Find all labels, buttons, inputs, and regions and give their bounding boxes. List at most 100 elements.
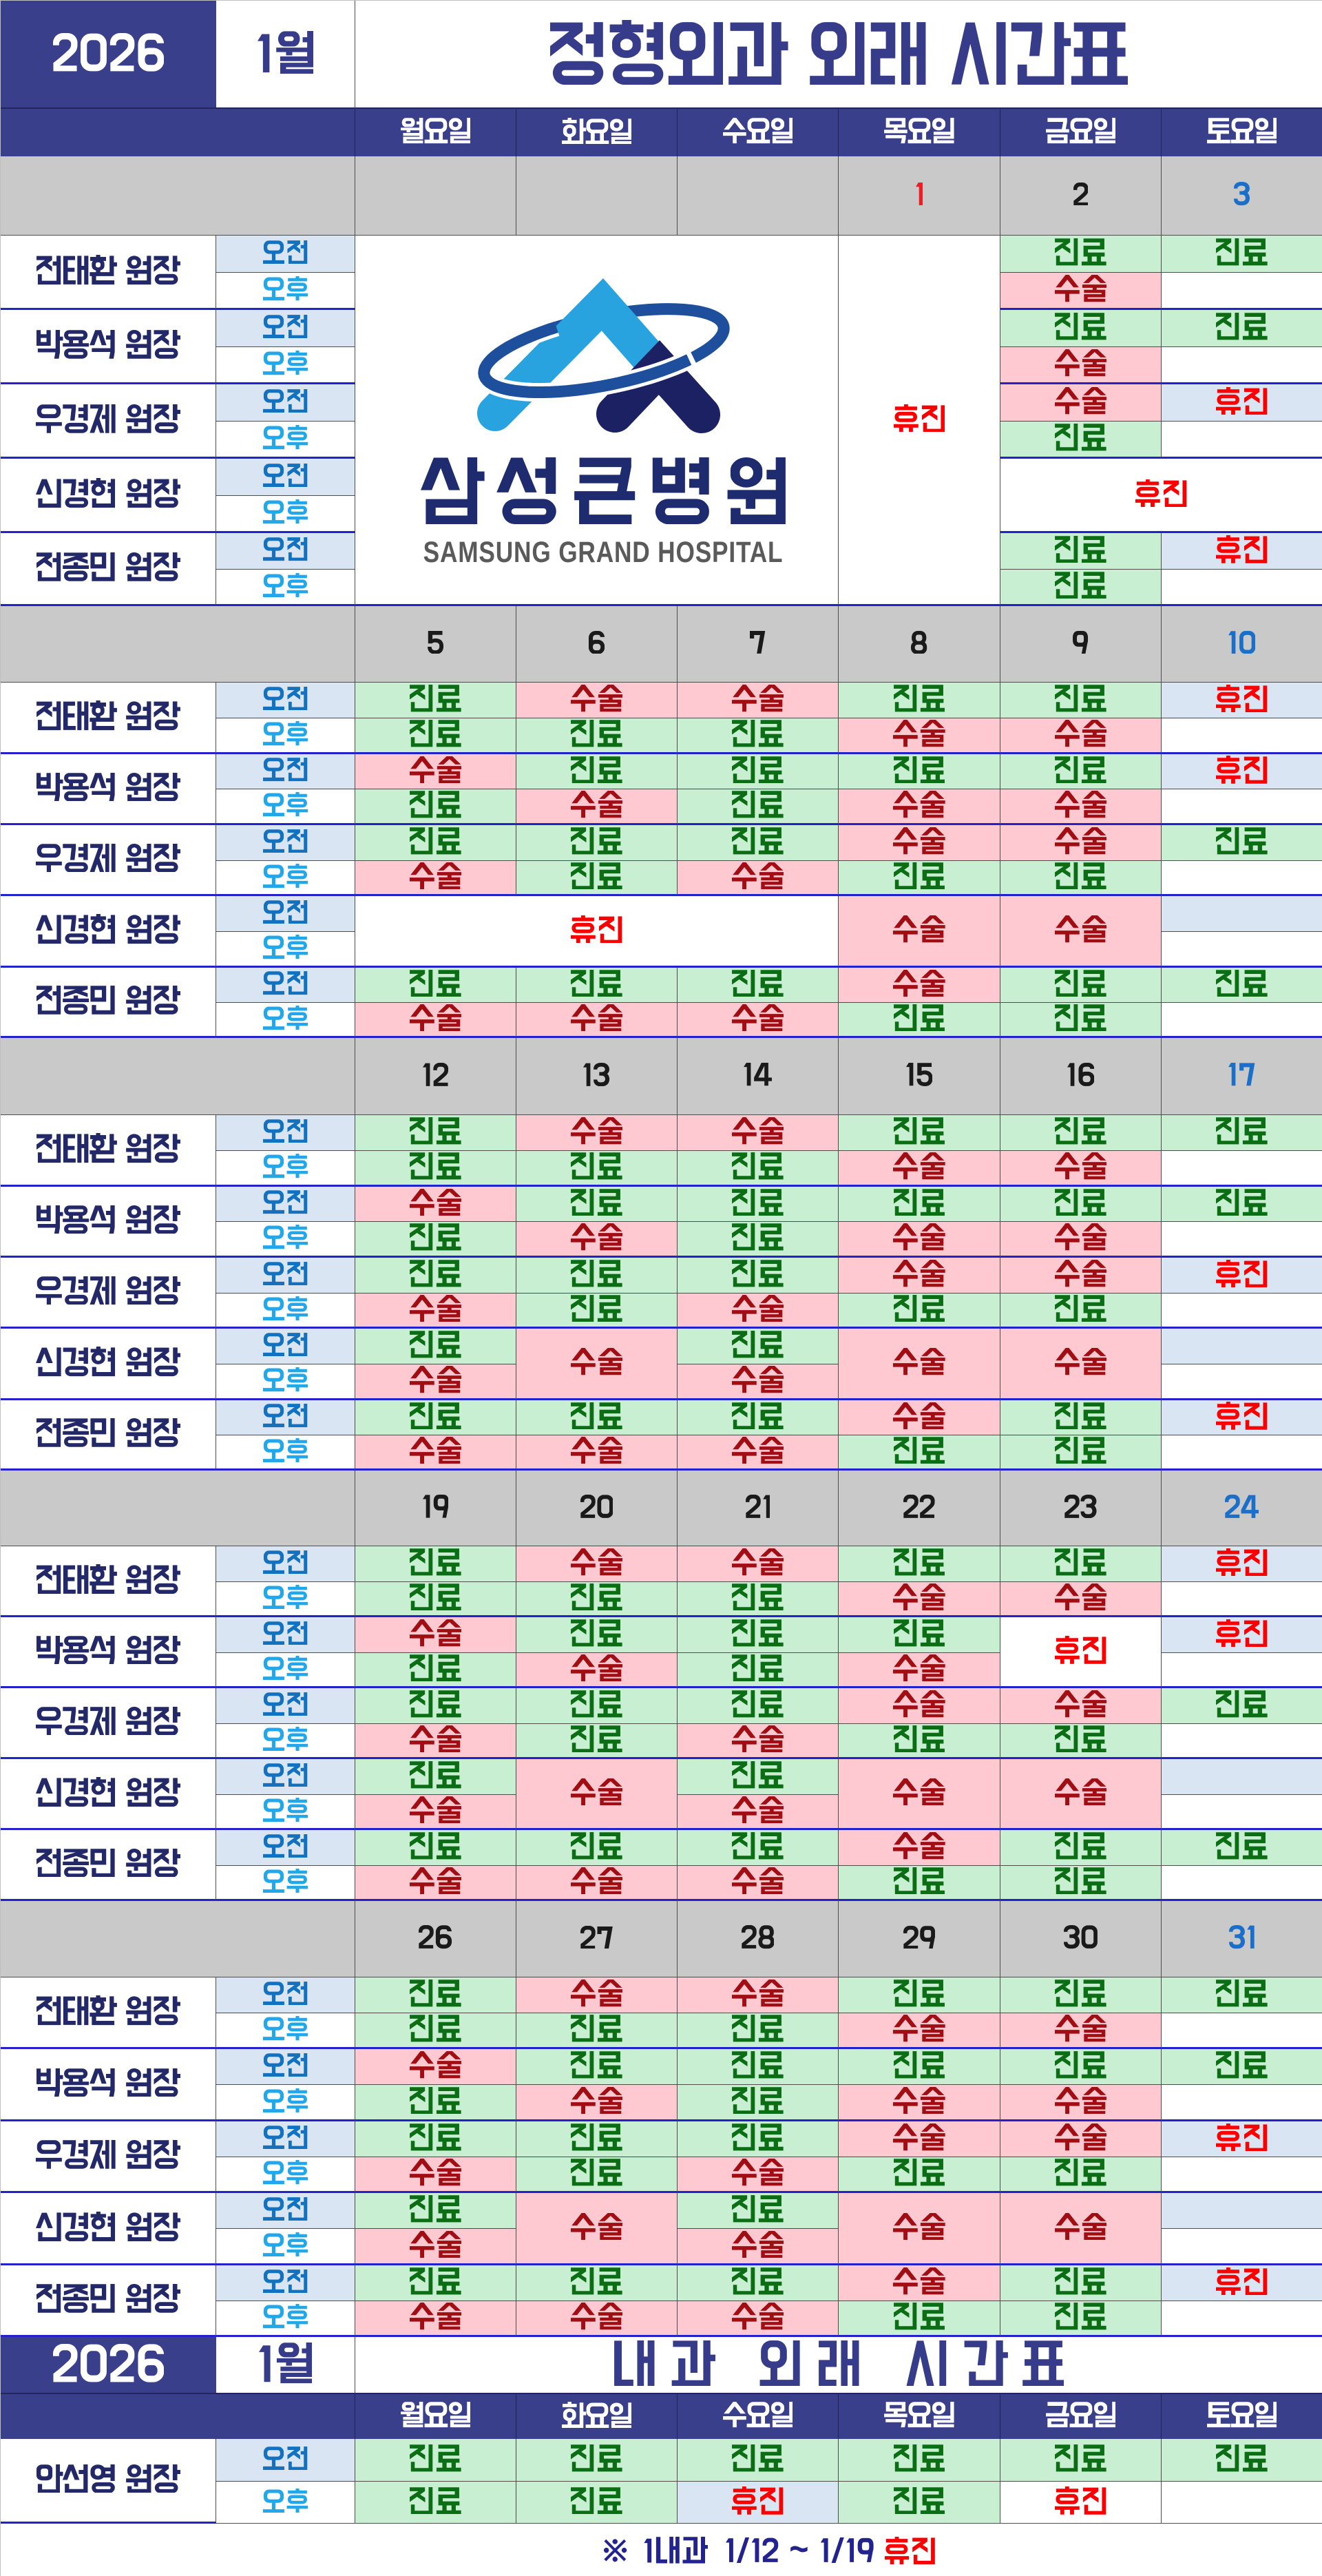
schedule-cell: [1162, 1795, 1322, 1830]
text-glyphs: [262, 1797, 308, 1822]
text-glyphs: [604, 2537, 709, 2564]
text-glyphs: [732, 2267, 784, 2295]
text-glyphs: [1054, 1348, 1107, 1375]
text-glyphs: [732, 1619, 784, 1647]
schedule-cell: [1000, 1546, 1162, 1582]
doctor-am-row: SAMSUNG GRAND HOSPITAL: [1, 236, 1322, 606]
text-glyphs: [1135, 479, 1187, 508]
text-glyphs: [36, 1564, 180, 1595]
schedule-cell: [516, 2157, 678, 2193]
text-glyphs: [410, 1402, 461, 1430]
text-glyphs: [1055, 313, 1106, 340]
schedule-cell: [839, 2121, 1000, 2157]
pm-cell: [216, 347, 355, 384]
text-glyphs: [410, 2195, 461, 2223]
text-glyphs: [1216, 238, 1268, 266]
doctor-am-row: [1, 754, 1322, 825]
text-glyphs: [893, 2015, 945, 2042]
doctor-pm-row: [1, 1866, 1322, 1901]
schedule-cell: [516, 1003, 678, 1038]
footnote-period: [726, 2537, 874, 2564]
text-glyphs: [732, 1402, 784, 1430]
day-header-5: [1162, 2394, 1322, 2439]
schedule-cell: [1162, 422, 1322, 459]
text-glyphs: [263, 388, 308, 413]
text-glyphs: [893, 1867, 945, 1895]
text-glyphs: [263, 537, 308, 561]
schedule-cell: [1162, 1617, 1322, 1653]
text-glyphs: [731, 2303, 784, 2330]
schedule-cell: [1000, 1329, 1162, 1400]
schedule-cell: [355, 968, 516, 1003]
schedule-cell: [839, 861, 1000, 896]
schedule-cell: [1162, 2482, 1322, 2524]
text-glyphs: [1216, 827, 1268, 855]
text-glyphs: [263, 2053, 308, 2077]
text-glyphs: [893, 1725, 945, 1753]
text-glyphs: [410, 685, 461, 712]
text-glyphs: [35, 843, 181, 873]
schedule-cell: [839, 1759, 1000, 1830]
schedule-cell: [1000, 718, 1162, 754]
text-glyphs: [893, 1117, 945, 1145]
logo-english-name: SAMSUNG GRAND HOSPITAL: [423, 536, 783, 569]
schedule-cell: [516, 1830, 678, 1866]
text-glyphs: [893, 1548, 945, 1576]
day-header-1: [516, 2394, 678, 2439]
doctor-name-cell: [1, 459, 216, 533]
schedule-cell: [1000, 533, 1162, 570]
schedule-cell: [839, 2013, 1000, 2049]
text-glyphs: [263, 1763, 308, 1787]
text-glyphs: [1216, 2051, 1268, 2079]
schedule-cell: [678, 1258, 839, 1294]
schedule-cell: [516, 1866, 678, 1901]
doctor-am-row: [1, 683, 1322, 754]
text-glyphs: [732, 827, 784, 855]
doctor-am-row: [1, 1688, 1322, 1759]
text-glyphs: [893, 2212, 945, 2241]
doctor-am-row: [1, 825, 1322, 896]
text-glyphs: [1216, 1548, 1268, 1577]
text-glyphs: [263, 2446, 308, 2471]
text-glyphs: [262, 792, 308, 817]
text-glyphs: [35, 2140, 181, 2169]
schedule-cell: [678, 1724, 839, 1759]
schedule-cell: [1162, 2229, 1322, 2265]
schedule-cell: [1000, 1115, 1162, 1151]
schedule-cell: [678, 2229, 839, 2265]
text-glyphs: [583, 1062, 610, 1087]
text-glyphs: [1054, 349, 1107, 377]
date-cell-2: [678, 1901, 839, 1977]
schedule-cell: [678, 718, 839, 754]
schedule-cell: [839, 1977, 1000, 2013]
text-glyphs: [570, 1117, 623, 1145]
text-glyphs: [731, 1980, 784, 2007]
date-cell-4: [1000, 1038, 1162, 1115]
schedule-cell: [678, 1866, 839, 1901]
text-glyphs: [427, 630, 444, 654]
text-glyphs: [1055, 571, 1106, 599]
schedule-cell: [516, 2482, 678, 2524]
am-cell: [216, 236, 355, 273]
text-glyphs: [893, 969, 945, 997]
pm-cell: [216, 2482, 355, 2524]
text-glyphs: [570, 1436, 623, 1464]
text-glyphs: [893, 1583, 945, 1611]
schedule-cell: [1162, 1115, 1322, 1151]
text-glyphs: [732, 2015, 784, 2042]
text-glyphs: [409, 1725, 462, 1753]
schedule-cell: [1000, 1977, 1162, 2013]
date-cell-3: [839, 156, 1000, 236]
text-glyphs: [263, 829, 308, 853]
schedule-cell: [1000, 384, 1162, 422]
section-title-cell: [355, 1, 1322, 109]
text-glyphs: [731, 1004, 784, 1032]
doctor-am-row: [1, 1830, 1322, 1901]
schedule-cell: [516, 1653, 678, 1688]
text-glyphs: [571, 1402, 622, 1430]
text-glyphs: [732, 2086, 784, 2115]
schedule-cell: [516, 2049, 678, 2085]
text-glyphs: [571, 1188, 622, 1216]
text-glyphs: [1055, 969, 1106, 997]
text-glyphs: [410, 1761, 461, 1789]
